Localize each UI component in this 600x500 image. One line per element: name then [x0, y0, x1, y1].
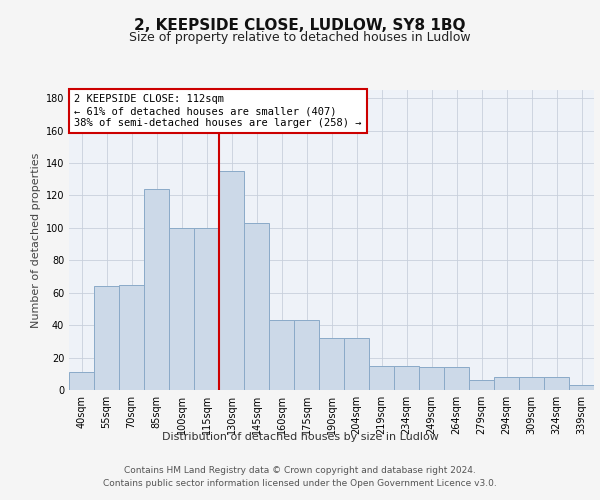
Bar [119, 284, 144, 390]
Bar [394, 366, 419, 390]
Text: Size of property relative to detached houses in Ludlow: Size of property relative to detached ho… [129, 31, 471, 44]
Bar [544, 377, 569, 390]
Bar [369, 366, 394, 390]
Text: Contains HM Land Registry data © Crown copyright and database right 2024.: Contains HM Land Registry data © Crown c… [124, 466, 476, 475]
Bar [519, 377, 544, 390]
Text: Contains public sector information licensed under the Open Government Licence v3: Contains public sector information licen… [103, 479, 497, 488]
Bar [219, 171, 244, 390]
Text: 2 KEEPSIDE CLOSE: 112sqm
← 61% of detached houses are smaller (407)
38% of semi-: 2 KEEPSIDE CLOSE: 112sqm ← 61% of detach… [74, 94, 362, 128]
Bar [294, 320, 319, 390]
Bar [269, 320, 294, 390]
Bar [494, 377, 519, 390]
Bar [444, 368, 469, 390]
Text: 2, KEEPSIDE CLOSE, LUDLOW, SY8 1BQ: 2, KEEPSIDE CLOSE, LUDLOW, SY8 1BQ [134, 18, 466, 32]
Bar [169, 228, 194, 390]
Bar [344, 338, 369, 390]
Bar [319, 338, 344, 390]
Bar [569, 385, 594, 390]
Bar [69, 372, 94, 390]
Text: Distribution of detached houses by size in Ludlow: Distribution of detached houses by size … [161, 432, 439, 442]
Bar [419, 368, 444, 390]
Bar [144, 189, 169, 390]
Bar [94, 286, 119, 390]
Bar [194, 228, 219, 390]
Bar [469, 380, 494, 390]
Bar [244, 223, 269, 390]
Y-axis label: Number of detached properties: Number of detached properties [31, 152, 41, 328]
